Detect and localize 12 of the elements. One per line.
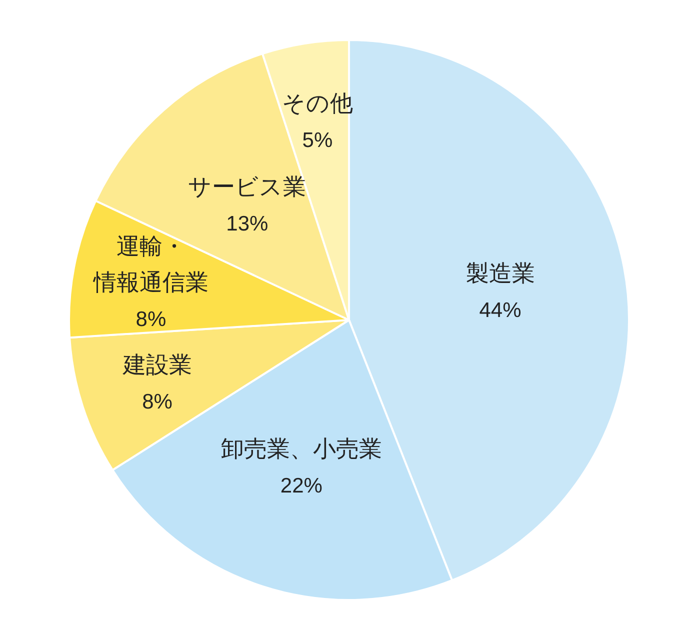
data-label: 8% <box>142 390 172 414</box>
data-label: 5% <box>302 128 333 152</box>
slice-label: その他 <box>282 90 353 116</box>
data-label: 44% <box>479 299 522 322</box>
data-label: 22% <box>280 474 322 498</box>
slice-label: サービス業 <box>188 173 306 200</box>
data-label: 13% <box>226 212 268 236</box>
data-label: 8% <box>136 308 166 332</box>
slice-label: 製造業 <box>466 260 535 286</box>
slice-label: 運輸・情報通信業 <box>92 233 208 296</box>
slice-label: 建設業 <box>122 351 192 378</box>
slice-label: 卸売業、小売業 <box>220 435 382 462</box>
